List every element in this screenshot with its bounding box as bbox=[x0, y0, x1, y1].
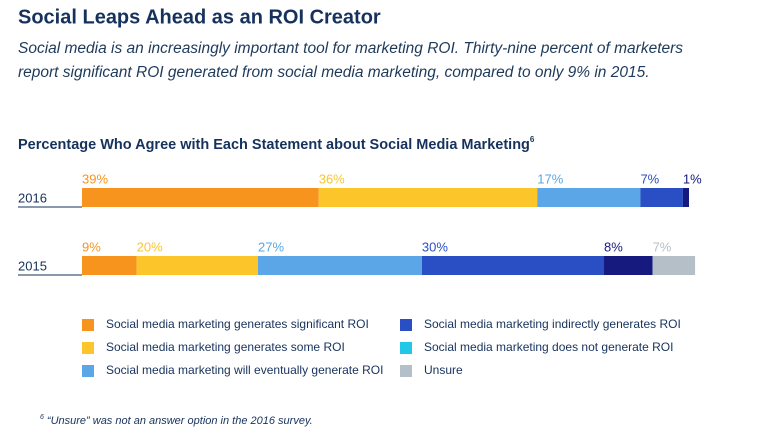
value-label: 17% bbox=[537, 171, 563, 186]
value-label: 30% bbox=[422, 239, 448, 254]
legend-label: Social media marketing generates signifi… bbox=[106, 317, 369, 331]
legend-label: Social media marketing generates some RO… bbox=[106, 340, 345, 354]
bar-segment bbox=[82, 256, 137, 275]
bar-segment bbox=[421, 256, 605, 275]
legend-label: Unsure bbox=[424, 363, 463, 377]
value-label: 1% bbox=[683, 171, 702, 186]
category-label: 2015 bbox=[18, 258, 47, 273]
chart-title: Percentage Who Agree with Each Statement… bbox=[18, 135, 535, 153]
legend-label: Social media marketing indirectly genera… bbox=[424, 317, 681, 331]
bar-segment bbox=[258, 256, 422, 275]
category-label: 2016 bbox=[18, 190, 47, 205]
value-label: 9% bbox=[82, 239, 101, 254]
subtitle: Social media is an increasingly importan… bbox=[18, 40, 684, 81]
bar-segment bbox=[652, 256, 696, 275]
legend-swatch bbox=[400, 365, 412, 377]
value-label: 36% bbox=[319, 171, 345, 186]
bar-segment bbox=[82, 188, 319, 207]
title: Social Leaps Ahead as an ROI Creator bbox=[18, 6, 381, 28]
value-label: 7% bbox=[653, 239, 672, 254]
footnote: 6 “Unsure” was not an answer option in th… bbox=[40, 414, 313, 427]
footnote-marker: 6 bbox=[40, 414, 44, 421]
legend-swatch bbox=[82, 342, 94, 354]
legend-label: Social media marketing will eventually g… bbox=[106, 363, 383, 377]
footnote-text: “Unsure” was not an answer option in the… bbox=[47, 415, 313, 427]
legend-swatch bbox=[400, 342, 412, 354]
legend-swatch bbox=[82, 365, 94, 377]
bar-segment bbox=[136, 256, 259, 275]
value-label: 39% bbox=[82, 171, 108, 186]
value-label: 8% bbox=[604, 239, 623, 254]
legend-swatch bbox=[400, 319, 412, 331]
bar-segment bbox=[537, 188, 641, 207]
chart-title-text: Percentage Who Agree with Each Statement… bbox=[18, 137, 530, 153]
value-label: 7% bbox=[640, 171, 659, 186]
legend-swatch bbox=[82, 319, 94, 331]
chart-title-note: 6 bbox=[530, 135, 535, 144]
value-label: 27% bbox=[258, 239, 284, 254]
value-label: 20% bbox=[137, 239, 163, 254]
bar-segment bbox=[318, 188, 538, 207]
legend-label: Social media marketing does not generate… bbox=[424, 340, 673, 354]
bar-segment bbox=[604, 256, 653, 275]
bar-segment bbox=[682, 188, 689, 207]
bar-segment bbox=[640, 188, 683, 207]
